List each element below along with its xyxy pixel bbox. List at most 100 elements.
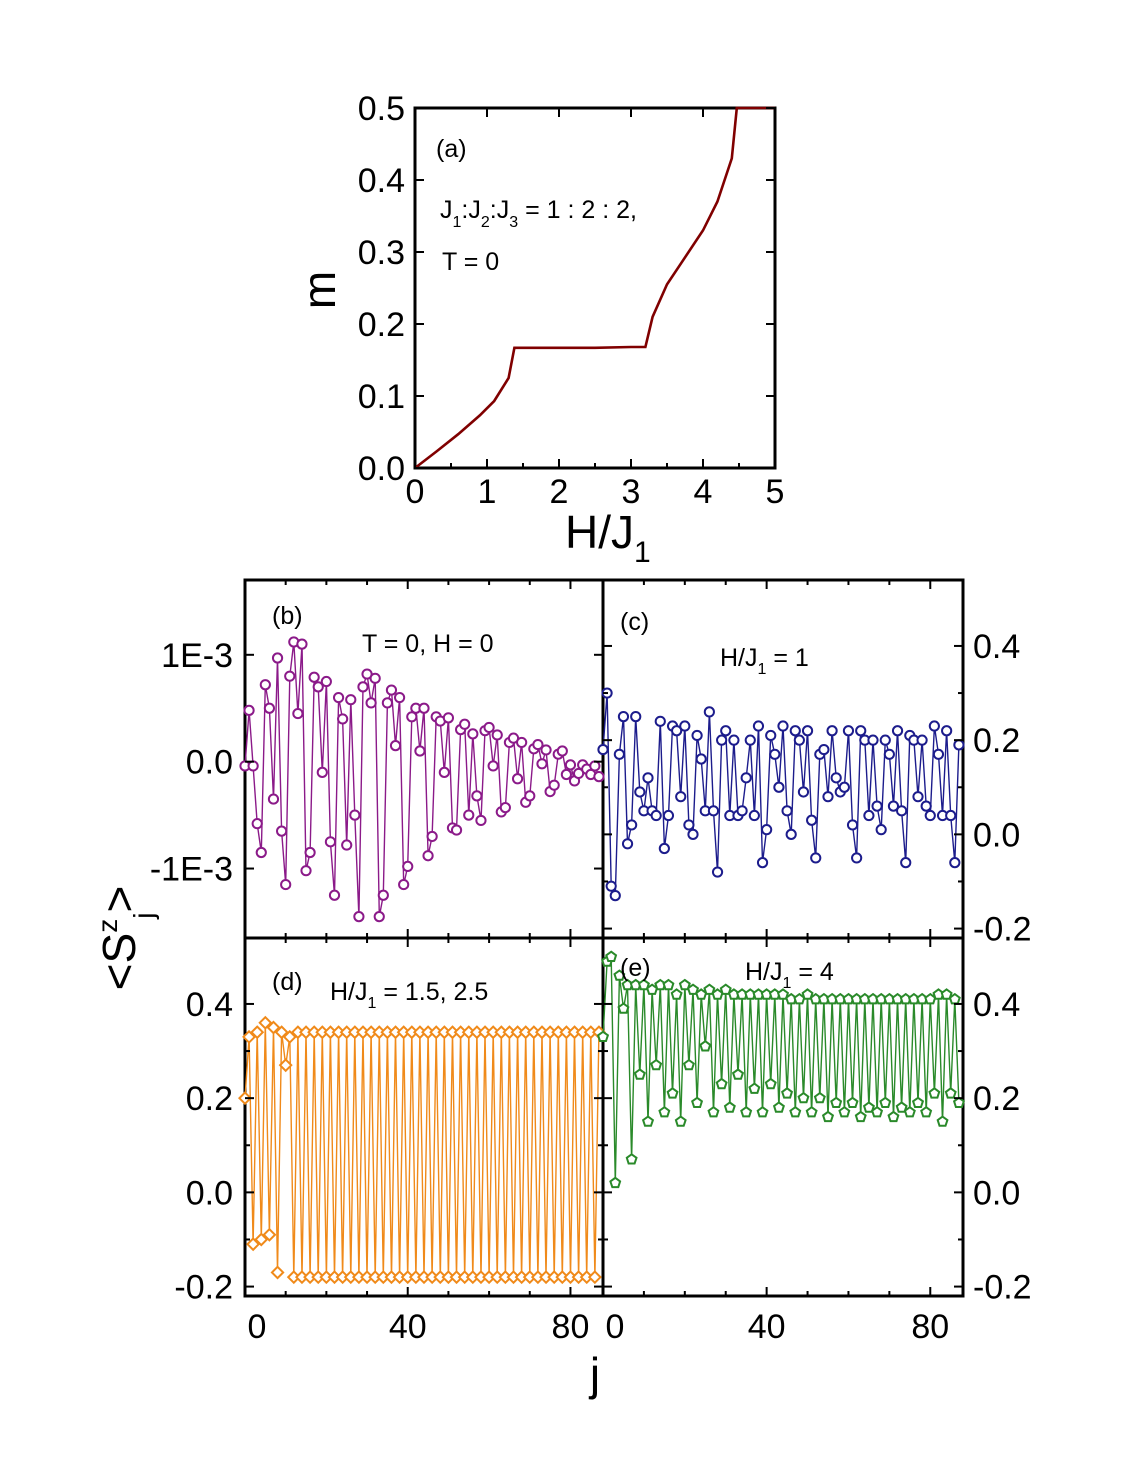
data-point-b (418, 702, 430, 714)
data-point-e (903, 1105, 916, 1118)
data-point-c (916, 734, 928, 746)
data-point-c (695, 753, 707, 765)
data-point-e (633, 1068, 646, 1080)
data-point-e (682, 1058, 695, 1071)
data-point-e (625, 1153, 638, 1165)
y-tick-label-a: 0.0 (358, 450, 405, 488)
panel-d-annotation: H/J1 = 1.5, 2.5 (330, 978, 488, 1012)
data-point-e (719, 983, 732, 995)
y-tick-label-e: 0.4 (973, 986, 1020, 1024)
y-tick-label-a: 0.4 (358, 162, 405, 200)
data-point-e (781, 1087, 794, 1099)
data-point-c (662, 809, 675, 822)
data-point-e (613, 969, 626, 981)
data-point-d (262, 1227, 277, 1242)
data-point-b (593, 771, 605, 783)
series-line-b (244, 641, 600, 917)
data-point-c (945, 809, 957, 822)
data-point-c (744, 734, 756, 746)
data-point-c (654, 715, 666, 727)
data-point-c (597, 743, 609, 756)
data-point-c (822, 791, 834, 803)
data-point-b (556, 745, 568, 757)
data-point-c (953, 739, 965, 751)
data-point-b (304, 846, 316, 859)
data-point-c (818, 743, 830, 756)
data-point-c (761, 824, 773, 836)
data-point-e (948, 992, 961, 1005)
data-point-c (675, 791, 687, 803)
data-point-b (320, 675, 332, 688)
data-point-b (312, 681, 324, 693)
data-point-b (385, 684, 398, 696)
panel-c-annotation: H/J1 = 1 (720, 644, 809, 678)
x-tick-label-e: 0 (606, 1308, 625, 1346)
data-point-b (247, 760, 259, 772)
data-point-e (854, 1110, 867, 1123)
data-point-e (776, 988, 790, 1000)
data-point-e (658, 1105, 671, 1118)
panel-c-plot: 0.4 0.2 0.0 -0.2 (597, 580, 1032, 949)
data-point-b (548, 779, 560, 791)
data-point-c (810, 852, 822, 864)
panel-a-annotation-line1: J1:J2:J3 = 1 : 2 : 2, (440, 196, 637, 231)
series-line-e (602, 954, 960, 1183)
y-tick-label-d: 0.0 (186, 1174, 233, 1212)
data-point-c (846, 819, 859, 831)
data-point-b (516, 736, 528, 749)
data-point-c (613, 748, 625, 760)
data-point-e (707, 1105, 720, 1118)
data-point-e (911, 1096, 925, 1108)
data-point-e (699, 1039, 712, 1052)
data-point-e (879, 1096, 892, 1108)
data-point-b (300, 865, 312, 877)
data-point-c (765, 729, 777, 742)
y-tick-label-c: 0.4 (973, 628, 1020, 666)
data-point-b (438, 766, 450, 778)
data-point-c (838, 781, 850, 793)
data-point-c (650, 809, 662, 822)
panel-c-label: (c) (620, 608, 649, 636)
data-point-c (891, 725, 904, 737)
panel-e-annotation: H/J1 = 4 (745, 958, 834, 992)
data-point-c (912, 791, 924, 803)
y-tick-label-a: 0.3 (358, 234, 405, 272)
data-point-b (381, 697, 393, 709)
data-point-c (707, 805, 720, 817)
data-point-c (748, 809, 760, 822)
y-tick-label-b: 1E-3 (161, 637, 233, 675)
panel-e-frame (601, 936, 965, 1298)
data-point-c (617, 711, 630, 723)
x-tick-label-e: 80 (911, 1308, 949, 1346)
data-point-c (609, 890, 621, 902)
data-point-b (349, 809, 361, 821)
panel-a-plot: 0 1 2 3 4 5 0.0 0.1 0.2 0.3 0.4 0.5 (358, 90, 785, 511)
data-point-e (637, 978, 650, 991)
data-point-e (871, 1105, 884, 1118)
y-tick-label-e: 0.2 (973, 1080, 1020, 1118)
data-point-c (634, 786, 646, 798)
data-point-d (246, 1237, 261, 1252)
data-point-e (674, 1115, 687, 1127)
data-point-c (941, 725, 953, 737)
y-tick-label-b: -1E-3 (150, 851, 233, 889)
data-point-b (463, 809, 475, 821)
data-point-b (316, 766, 328, 778)
data-point-e (887, 1110, 900, 1123)
data-point-c (642, 772, 654, 784)
data-point-b (450, 824, 463, 836)
data-point-e (609, 1176, 622, 1189)
data-point-c (621, 838, 634, 850)
data-point-e (846, 1096, 859, 1108)
data-point-b (373, 911, 385, 923)
data-point-b (491, 729, 503, 741)
data-point-b (422, 850, 434, 862)
data-point-e (731, 1068, 745, 1080)
data-point-c (605, 880, 617, 892)
data-point-b (369, 672, 381, 684)
data-point-c (949, 857, 961, 869)
data-point-c (687, 828, 699, 840)
x-tick-label-d: 40 (389, 1308, 427, 1346)
data-point-c (900, 857, 912, 869)
